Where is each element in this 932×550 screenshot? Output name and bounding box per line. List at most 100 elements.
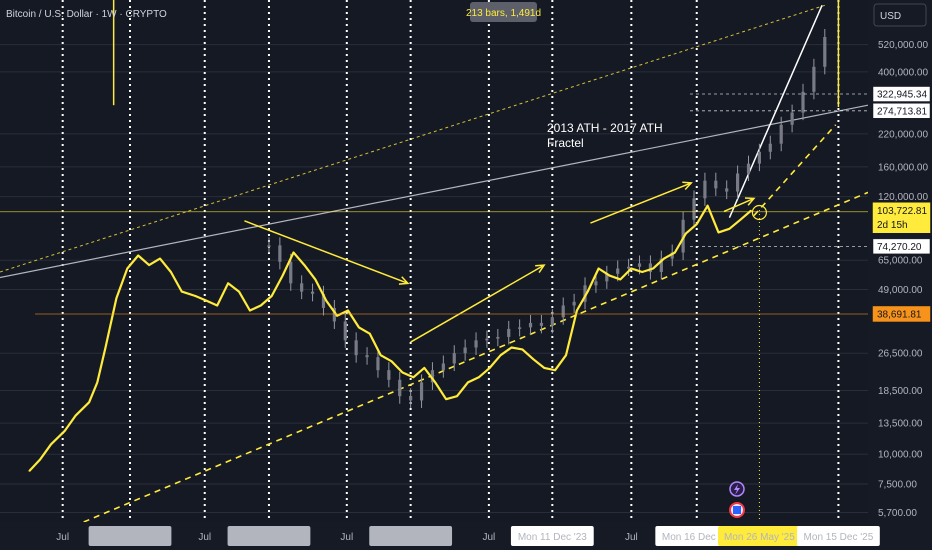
candle-body [627,266,631,269]
candle-body [441,363,445,371]
fractal-point [347,309,349,312]
arrow-up-trend-2-head [682,181,693,191]
fractal-point [619,278,622,281]
fractal-point [521,348,523,350]
candle-body [823,36,827,67]
candle-body [332,307,336,322]
y-tick-label: 7,500.00 [878,480,917,491]
currency-button[interactable]: USD [873,3,927,27]
y-tick-label: 49,000.00 [878,285,923,296]
fractal-point [423,367,425,369]
fractal-point [750,209,752,212]
price-label-box [872,86,931,102]
highlight-circle [751,204,768,221]
y-tick-label: 18,500.00 [878,386,923,397]
ath-trend-line [0,104,869,279]
candle-body [703,180,707,199]
arrow-up-trend-2 [590,182,692,224]
fractal-point [554,369,556,371]
candle-body [430,370,435,383]
candle-body [539,322,544,326]
candle-body [376,357,380,371]
y-tick-label: 26,500.00 [878,349,923,360]
candle-body [518,327,522,329]
x-tick-label: Jul [198,532,211,543]
price-label-value: 322,945.34 [877,90,927,101]
measure-tooltip: 213 bars, 1,491d [466,2,541,22]
fractal-point [205,300,207,302]
price-label-value: 274,713.81 [877,106,927,117]
y-tick-label: 10,000.00 [878,450,923,461]
fractal-point [728,228,731,230]
annotation-line2: Fractel [547,136,584,150]
candle-body [300,283,304,292]
fractal-point [325,300,327,302]
fractal-point [137,254,139,257]
fractal-point [674,251,676,254]
fractal-point [641,271,643,273]
flag-glyph-icon [733,506,741,514]
candle-body [550,317,554,326]
fractal-point [663,258,665,260]
candle-body [474,340,478,348]
fractal-point [358,326,360,328]
x-tick-label: Mon 13 Dec '21 [234,532,304,543]
price-label-value: 74,270.20 [877,242,922,253]
candle-body [746,163,751,174]
candle-body [310,291,315,294]
candle-body [409,396,413,401]
fractal-point [608,275,611,277]
event-icons[interactable] [729,481,745,518]
x-tick-highlight [510,526,594,546]
fractal-point [380,354,382,356]
candle-body [452,353,456,364]
candle-body [637,263,642,267]
y-tick-label: 65,000.00 [878,256,923,267]
x-tick-label: Jul [625,532,638,543]
candle-body [594,281,598,286]
fractal-point [510,346,513,349]
candle-body [768,143,772,152]
price-label-box [872,103,931,119]
fractal-point [314,278,316,281]
y-axis-ticks: 520,000.00 400,000.00 220,000.00 160,000.00… [878,40,928,519]
x-tick-highlight [718,526,801,546]
fractal-point [456,395,458,397]
fractal-point [194,295,196,297]
vertical-date-markers [61,0,840,522]
x-tick-highlight [655,526,739,546]
candle-body [583,285,587,302]
candle-body [528,322,533,328]
fractal-point [238,291,240,293]
arrow-small-up [723,197,755,213]
candle-body [736,173,740,192]
candle-body [757,151,762,164]
x-tick-label: Mon 12 Dec '22 [376,532,446,543]
fractal-point [281,275,284,277]
lower-channel-line [83,191,869,523]
fractal-point [499,354,502,356]
drawing-overlays[interactable] [0,0,869,523]
candle-body [790,112,794,125]
candle-body [616,268,620,274]
fractal-point [412,376,414,378]
y-tick-label: 220,000.00 [878,129,928,140]
measure-label: 213 bars, 1,491d [466,8,541,19]
y-tick-label: 520,000.00 [878,40,928,51]
candle-body [507,328,511,337]
fractal-point [467,381,469,383]
fractal-point [303,264,305,266]
price-axis-panel[interactable] [868,0,932,550]
annotation-line1: 2013 ATH - 2017 ATH [547,121,663,135]
x-tick-highlight [369,526,453,546]
y-tick-label: 13,500.00 [878,419,923,430]
fractal-point [489,367,491,369]
fractal-point [576,309,578,312]
fractal-point [115,297,117,299]
y-tick-label: 160,000.00 [878,162,928,173]
x-tick-label: Jul [482,532,495,543]
x-axis-ticks: Jul Mon 21 Dec '20 Jul Mon 13 Dec '21 Jul Mon… [56,526,880,546]
price-label-countdown: 2d 15h [877,220,908,231]
fractal-point [685,233,687,235]
